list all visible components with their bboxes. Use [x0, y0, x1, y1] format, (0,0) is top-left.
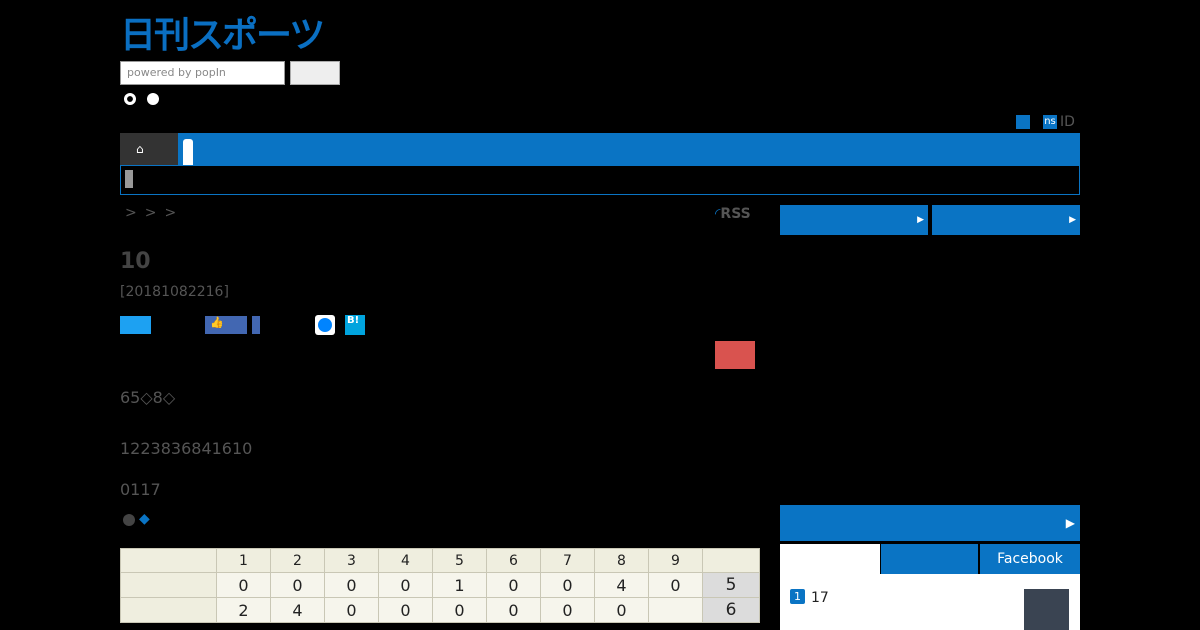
score-cell: 0: [540, 572, 595, 598]
inning-label: 1: [216, 548, 271, 573]
breadcrumb-sep: >: [125, 205, 137, 221]
score-cell: 0: [378, 597, 433, 623]
facebook-like[interactable]: 👍: [205, 316, 247, 334]
score-cell: 0: [216, 572, 271, 598]
account-label[interactable]: ID: [1060, 114, 1075, 130]
facebook-share[interactable]: [252, 316, 260, 334]
side-tab[interactable]: Facebook: [980, 544, 1080, 574]
thumbnail[interactable]: [1024, 589, 1069, 630]
nav-tab[interactable]: [183, 139, 193, 165]
total-cell: 5: [702, 572, 760, 598]
score-cell: 0: [432, 597, 487, 623]
score-cell: 0: [270, 572, 325, 598]
paragraph: 1223836841610: [120, 439, 253, 458]
score-cell: 0: [540, 597, 595, 623]
radio[interactable]: [124, 93, 136, 105]
search-input[interactable]: powered by popIn: [120, 61, 285, 85]
total-label: [702, 548, 760, 573]
score-cell: 0: [594, 597, 649, 623]
red-button[interactable]: [715, 341, 755, 369]
score-cell: 0: [378, 572, 433, 598]
article-date: [20181082216]: [120, 284, 229, 300]
search-button[interactable]: [290, 61, 340, 85]
hatena-share[interactable]: B!: [345, 315, 365, 335]
rank-badge: 1: [790, 589, 805, 604]
inning-label: 7: [540, 548, 595, 573]
inning-label: 6: [486, 548, 541, 573]
inning-label: 4: [378, 548, 433, 573]
messenger-share[interactable]: [315, 315, 335, 335]
score-cell: 1: [432, 572, 487, 598]
icon[interactable]: [1016, 115, 1030, 129]
score-cell: 4: [594, 572, 649, 598]
side-tab[interactable]: [780, 544, 880, 574]
score-cell: 2: [216, 597, 271, 623]
inning-label: 5: [432, 548, 487, 573]
rank-text[interactable]: 17: [811, 590, 829, 606]
score-cell: 0: [486, 597, 541, 623]
breadcrumb-sep: >: [164, 205, 177, 221]
score-cell: [648, 597, 703, 623]
team-cell: [120, 597, 217, 623]
inning-label: 2: [270, 548, 325, 573]
paragraph: 0117: [120, 480, 161, 499]
account-badge[interactable]: ns: [1043, 115, 1057, 129]
radio[interactable]: [147, 93, 159, 105]
score-cell: 0: [648, 572, 703, 598]
breadcrumb-sep: >: [144, 205, 157, 221]
sub-nav-item[interactable]: [125, 170, 133, 188]
score-cell: 0: [324, 597, 379, 623]
breadcrumb: > > >: [125, 205, 184, 221]
inning-label: 9: [648, 548, 703, 573]
side-button[interactable]: ▶: [780, 205, 928, 235]
paragraph: 65◇8◇: [120, 388, 176, 407]
home-tab[interactable]: ⌂: [120, 133, 178, 165]
logo[interactable]: 日刊スポーツ: [120, 15, 325, 56]
icon: [123, 514, 135, 526]
score-cell: 0: [324, 572, 379, 598]
nav-bar: [120, 133, 1080, 165]
team-cell: [120, 572, 217, 598]
total-cell: 6: [702, 597, 760, 623]
twitter-share[interactable]: [120, 316, 151, 334]
marker: ◆: [139, 511, 150, 527]
side-header[interactable]: ▶: [780, 505, 1080, 541]
rss-link[interactable]: ◜RSS: [715, 206, 751, 222]
inning-label: 3: [324, 548, 379, 573]
article-title: 10: [120, 249, 151, 274]
rss-text: RSS: [720, 206, 751, 222]
sub-nav: [120, 165, 1080, 195]
score-cell: 0: [486, 572, 541, 598]
side-tab[interactable]: [881, 544, 978, 574]
score-cell: 4: [270, 597, 325, 623]
inning-label: 8: [594, 548, 649, 573]
team-cell: [120, 548, 217, 573]
side-button[interactable]: ▶: [932, 205, 1080, 235]
